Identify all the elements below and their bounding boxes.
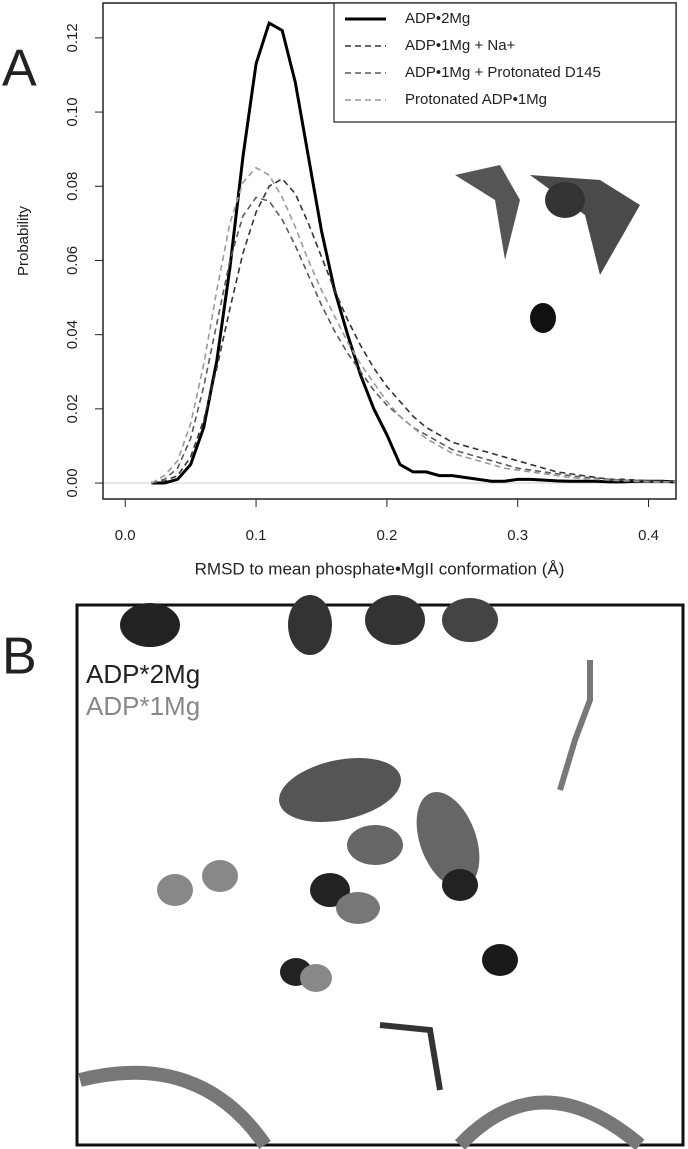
panel-label: B	[2, 628, 37, 686]
legend-label: ADP•1Mg + Na+	[405, 37, 516, 54]
legend-label: ADP•2Mg	[405, 10, 470, 27]
legend-label: ADP•1Mg + Protonated D145	[405, 64, 601, 81]
x-tick-label: 0.3	[507, 527, 528, 544]
x-tick-label: 0.2	[376, 527, 397, 544]
inset-structure	[455, 165, 640, 333]
y-axis-title: Probability	[15, 205, 32, 276]
structure-label: ADP*2Mg	[86, 659, 200, 689]
y-tick-label: 0.06	[64, 246, 81, 275]
x-tick-label: 0.1	[246, 527, 267, 544]
y-tick-label: 0.10	[64, 97, 81, 126]
data-line	[151, 20, 675, 485]
structure-label: ADP*1Mg	[86, 691, 200, 721]
x-axis-title: RMSD to mean phosphate•MgII conformation…	[195, 559, 565, 578]
panel-label: A	[2, 40, 37, 98]
y-tick-label: 0.02	[64, 394, 81, 423]
y-tick-label: 0.00	[64, 468, 81, 497]
data-line	[151, 177, 675, 484]
y-tick-label: 0.04	[64, 320, 81, 349]
y-tick-label: 0.08	[64, 172, 81, 201]
data-line	[151, 166, 675, 484]
y-tick-label: 0.12	[64, 23, 81, 52]
legend-label: Protonated ADP•1Mg	[405, 91, 547, 108]
x-tick-label: 0.4	[638, 527, 659, 544]
data-line	[151, 196, 675, 484]
legend-box	[333, 2, 677, 123]
structure-image	[75, 595, 685, 1149]
x-tick-label: 0.0	[115, 527, 136, 544]
